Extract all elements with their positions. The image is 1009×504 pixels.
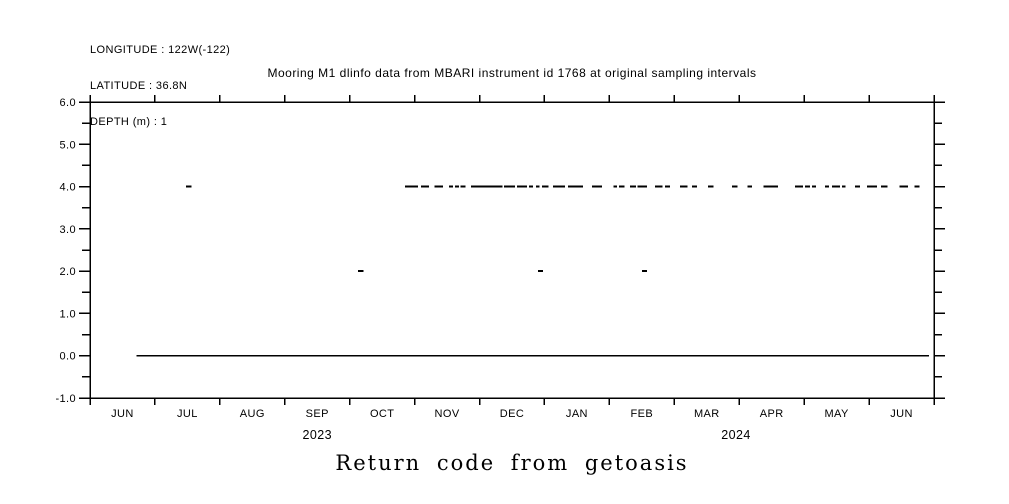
y-tick-label: 6.0 bbox=[60, 97, 77, 109]
x-month-label: MAR bbox=[694, 408, 720, 420]
header-block: LONGITUDE : 122W(-122) LATITUDE : 36.8N … bbox=[90, 20, 230, 140]
x-month-label: SEP bbox=[306, 408, 329, 420]
x-month-label: NOV bbox=[435, 408, 460, 420]
chart-title: Mooring M1 dlinfo data from MBARI instru… bbox=[267, 66, 757, 80]
x-month-label: JUL bbox=[177, 408, 198, 420]
x-month-label: MAY bbox=[824, 408, 848, 420]
x-month-label: JAN bbox=[566, 408, 588, 420]
x-month-label: DEC bbox=[500, 408, 524, 420]
x-month-label: AUG bbox=[240, 408, 265, 420]
y-tick-label: 5.0 bbox=[60, 139, 77, 151]
axis-box bbox=[89, 101, 935, 399]
header-depth: DEPTH (m) : 1 bbox=[90, 116, 168, 128]
y-tick-label: 3.0 bbox=[60, 224, 77, 236]
x-month-label: FEB bbox=[631, 408, 654, 420]
header-longitude: LONGITUDE : 122W(-122) bbox=[90, 44, 231, 56]
x-month-label: OCT bbox=[370, 408, 394, 420]
x-month-label: APR bbox=[760, 408, 784, 420]
y-tick-label: 2.0 bbox=[60, 266, 77, 278]
y-tick-label: 1.0 bbox=[60, 308, 77, 320]
x-year-label: 2024 bbox=[721, 428, 750, 442]
x-year-label: 2023 bbox=[303, 428, 332, 442]
header-latitude: LATITUDE : 36.8N bbox=[90, 80, 188, 92]
y-tick-label: 0.0 bbox=[60, 351, 77, 363]
y-tick-label: -1.0 bbox=[55, 393, 76, 405]
bottom-axis-caption: Return code from getoasis bbox=[335, 451, 689, 475]
x-month-label: JUN bbox=[111, 408, 134, 420]
x-month-label: JUN bbox=[890, 408, 913, 420]
y-tick-label: 4.0 bbox=[60, 182, 77, 194]
